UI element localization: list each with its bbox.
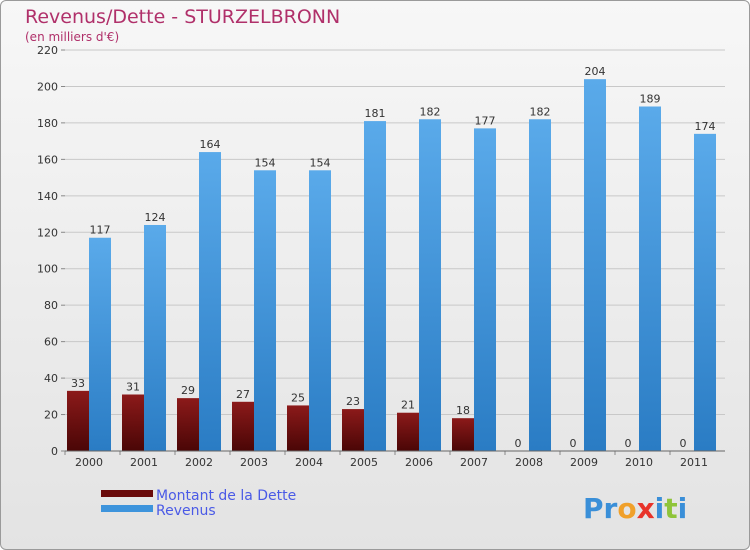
debt-value-label: 18	[456, 404, 470, 417]
y-tick-label: 220	[37, 44, 58, 57]
debt-value-label: 27	[236, 388, 250, 401]
x-tick-label: 2004	[295, 456, 323, 469]
revenus-bar	[419, 119, 441, 451]
revenus-bar	[694, 133, 716, 451]
revenus-bar	[364, 121, 386, 451]
x-tick-label: 2011	[680, 456, 708, 469]
debt-bar	[232, 401, 254, 451]
logo-letter: P	[583, 492, 604, 525]
y-tick-label: 140	[37, 190, 58, 203]
debt-value-label: 25	[291, 391, 305, 404]
revenus-value-label: 177	[475, 114, 496, 127]
revenus-value-label: 154	[255, 156, 276, 169]
revenus-value-label: 154	[310, 156, 331, 169]
proxiti-logo: Proxiti	[583, 492, 687, 525]
logo-letter: x	[637, 492, 655, 525]
debt-bar	[452, 418, 474, 451]
revenus-bar	[309, 170, 331, 452]
logo-letter: r	[604, 492, 618, 525]
y-tick-label: 40	[44, 372, 58, 385]
y-tick-label: 20	[44, 409, 58, 422]
x-axis-ticks: 2000 2001 2002 2003 2004 2005 2006 2007 2008 2009…	[64, 451, 708, 469]
debt-bar	[342, 409, 364, 451]
revenus-value-label: 174	[695, 120, 716, 133]
y-tick-label: 200	[37, 80, 58, 93]
revenus-value-label: 189	[640, 93, 661, 106]
revenus-value-label: 124	[145, 211, 166, 224]
revenus-bar	[89, 237, 111, 451]
legend-label-debt: Montant de la Dette	[156, 488, 296, 504]
debt-value-label: 23	[346, 395, 360, 408]
y-tick-label: 100	[37, 263, 58, 276]
logo-letter: i	[655, 492, 665, 525]
debt-value-label: 29	[181, 384, 195, 397]
legend-label-revenus: Revenus	[156, 503, 216, 519]
x-tick-label: 2003	[240, 456, 268, 469]
debt-bar	[397, 412, 419, 451]
debt-bar	[67, 390, 89, 451]
x-tick-label: 2010	[625, 456, 653, 469]
debt-value-label: 21	[401, 399, 415, 412]
y-tick-label: 180	[37, 117, 58, 130]
y-tick-label: 0	[51, 445, 58, 458]
revenus-value-label: 164	[200, 138, 221, 151]
legend-swatch-debt	[101, 490, 153, 497]
debt-value-label: 0	[625, 437, 632, 450]
legend-swatch-revenus	[101, 505, 153, 512]
y-tick-label: 160	[37, 153, 58, 166]
x-tick-label: 2009	[570, 456, 598, 469]
grid-layer	[65, 49, 725, 416]
y-axis-ticks: 0 20 40 60 80 100 120 140 160 180 200 220	[37, 44, 65, 458]
revenus-bar	[584, 79, 606, 451]
x-tick-label: 2001	[130, 456, 158, 469]
chart-title: Revenus/Dette - STURZELBRONN	[25, 6, 340, 28]
revenus-bar	[199, 152, 221, 451]
x-tick-label: 2005	[350, 456, 378, 469]
logo-letter: t	[664, 492, 677, 525]
x-tick-label: 2007	[460, 456, 488, 469]
revenus-value-label: 182	[530, 105, 551, 118]
revenus-value-label: 181	[365, 107, 386, 120]
y-tick-label: 60	[44, 336, 58, 349]
revenus-value-label: 182	[420, 105, 441, 118]
revenus-value-label: 204	[585, 65, 606, 78]
revenus-bar	[474, 128, 496, 452]
revenus-bar	[144, 224, 166, 451]
x-tick-label: 2006	[405, 456, 433, 469]
bar-layer	[67, 79, 716, 452]
logo-letter: o	[617, 492, 636, 525]
x-tick-label: 2002	[185, 456, 213, 469]
debt-value-label: 0	[570, 437, 577, 450]
y-tick-label: 120	[37, 226, 58, 239]
debt-value-label: 0	[515, 437, 522, 450]
debt-value-label: 31	[126, 380, 140, 393]
logo-letter: i	[678, 492, 688, 525]
revenus-value-label: 117	[90, 224, 111, 237]
value-labels: 33 117 31 124 29 164 27 154 25 154 23 181 21 182 18 177…	[71, 65, 716, 450]
revenus-bar	[254, 170, 276, 452]
revenus-bar	[529, 119, 551, 451]
y-tick-label: 80	[44, 299, 58, 312]
debt-value-label: 0	[680, 437, 687, 450]
debt-bar	[177, 398, 199, 451]
legend: Montant de la Dette Revenus	[101, 488, 296, 519]
x-tick-label: 2000	[75, 456, 103, 469]
debt-bar	[287, 405, 309, 451]
x-tick-label: 2008	[515, 456, 543, 469]
debt-bar	[122, 394, 144, 451]
debt-value-label: 33	[71, 377, 85, 390]
revenus-bar	[639, 106, 661, 451]
chart-subtitle: (en milliers d'€)	[25, 30, 119, 44]
